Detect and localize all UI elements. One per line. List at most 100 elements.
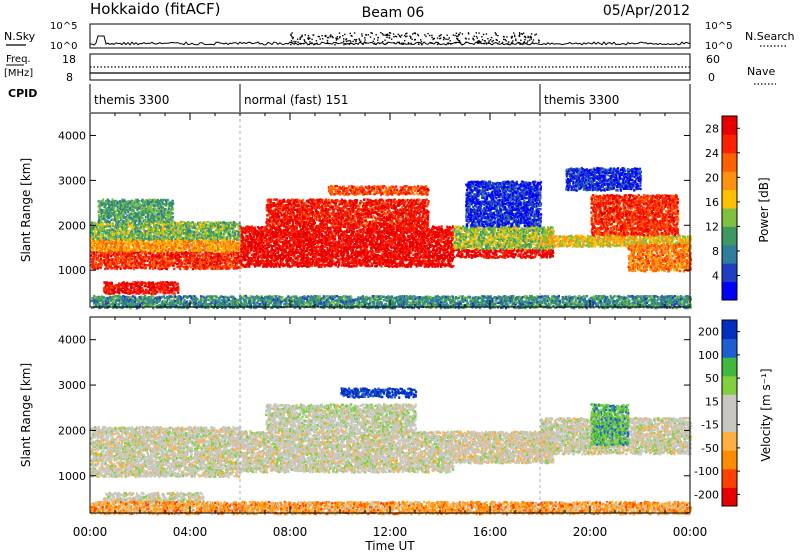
power-cell	[111, 267, 113, 269]
power-cell	[172, 202, 174, 204]
power-cell	[154, 207, 156, 209]
nsearch-dot	[383, 34, 384, 35]
nsearch-dot	[520, 43, 521, 44]
nsearch-dot	[524, 41, 525, 42]
nsearch-dot	[406, 36, 407, 37]
power-cell	[215, 250, 217, 252]
nsearch-dot	[439, 38, 440, 39]
power-cell	[163, 253, 165, 255]
nsearch-dot	[293, 41, 294, 42]
nsearch-dot	[291, 40, 292, 41]
nsearch-dot	[484, 40, 485, 41]
nsearch-dot	[477, 37, 478, 38]
nsearch-dot	[431, 35, 432, 36]
power-cell	[97, 257, 99, 259]
nsearch-dot	[301, 36, 302, 37]
nsearch-dot	[532, 41, 533, 42]
power-cell	[205, 237, 207, 239]
power-cell	[172, 212, 174, 214]
power-cell	[143, 213, 145, 215]
nsearch-dot	[342, 35, 343, 36]
cpid-segment-label: themis 3300	[544, 93, 619, 107]
nsearch-dot	[385, 44, 386, 45]
nsearch-dot	[316, 40, 317, 41]
nsearch-dot	[518, 42, 519, 43]
power-cell	[98, 200, 100, 202]
power-cell	[179, 240, 181, 242]
power-cell	[100, 266, 102, 268]
nsearch-dot	[525, 37, 526, 38]
nsearch-dot	[410, 37, 411, 38]
nsearch-dot	[362, 35, 363, 36]
nsearch-dot	[401, 44, 402, 45]
power-cell	[128, 245, 130, 247]
nsearch-dot	[456, 33, 457, 34]
power-cell	[127, 205, 129, 207]
nsearch-dot	[468, 38, 469, 39]
nsearch-dot	[519, 32, 520, 33]
nsearch-dot	[295, 41, 296, 42]
nsearch-dot	[365, 42, 366, 43]
nsearch-dot	[325, 35, 326, 36]
power-cell	[98, 216, 100, 218]
power-cell	[95, 254, 97, 256]
nave-tick-top: 60	[706, 53, 720, 66]
nsearch-dot	[434, 38, 435, 39]
nsearch-dot	[373, 41, 374, 42]
power-cell	[172, 208, 174, 210]
nsearch-dot	[334, 44, 335, 45]
nsearch-dot	[538, 39, 539, 40]
radar-figure: Hokkaido (fitACF) Beam 06 05/Apr/2012 N.…	[0, 0, 800, 554]
power-cell	[175, 227, 177, 229]
nsearch-dot	[398, 34, 399, 35]
power-cell	[194, 240, 196, 242]
nsearch-dot	[297, 39, 298, 40]
nsearch-dot	[352, 41, 353, 42]
nsearch-dot	[512, 36, 513, 37]
power-cell	[172, 216, 174, 218]
nsearch-dot	[364, 37, 365, 38]
nsearch-dot	[488, 40, 489, 41]
power-cell	[116, 221, 118, 223]
nsearch-dot	[291, 36, 292, 37]
nsearch-dot	[483, 34, 484, 35]
power-cell	[129, 219, 131, 221]
nsearch-dot	[506, 36, 507, 37]
nsearch-dot	[290, 35, 291, 36]
nsearch-dot	[328, 37, 329, 38]
nsearch-dot	[395, 36, 396, 37]
power-cell	[226, 263, 228, 265]
nsearch-dot	[529, 40, 530, 41]
nsearch-dot	[365, 39, 366, 40]
power-cell	[112, 222, 114, 224]
nsearch-dot	[339, 37, 340, 38]
nsearch-dot	[316, 43, 317, 44]
power-cell	[132, 205, 134, 207]
power-cell	[158, 210, 160, 212]
power-cell	[175, 248, 177, 250]
power-cell	[150, 248, 152, 250]
nsearch-dot	[430, 42, 431, 43]
nsearch-dot	[520, 40, 521, 41]
nsearch-dot	[513, 32, 514, 33]
power-cell	[119, 200, 121, 202]
power-cell	[149, 198, 151, 200]
nsearch-dot	[399, 42, 400, 43]
nsearch-dot	[359, 40, 360, 41]
nsearch-dot	[460, 42, 461, 43]
nsearch-dot	[523, 33, 524, 34]
nsearch-dot	[524, 36, 525, 37]
nsearch-dot	[536, 34, 537, 35]
nsearch-dot	[308, 39, 309, 40]
cpid-label: CPID	[8, 87, 37, 100]
nsearch-dot	[376, 34, 377, 35]
freq-panel: Freq. [MHz] 18 8 60 0 Nave	[4, 53, 776, 84]
nsearch-dot	[337, 36, 338, 37]
nsearch-dot	[429, 35, 430, 36]
nsearch-dot	[291, 32, 292, 33]
nsearch-dot	[308, 35, 309, 36]
nsearch-dot	[512, 40, 513, 41]
nsearch-dot	[355, 39, 356, 40]
nsearch-dot	[389, 32, 390, 33]
nsearch-dot	[405, 33, 406, 34]
